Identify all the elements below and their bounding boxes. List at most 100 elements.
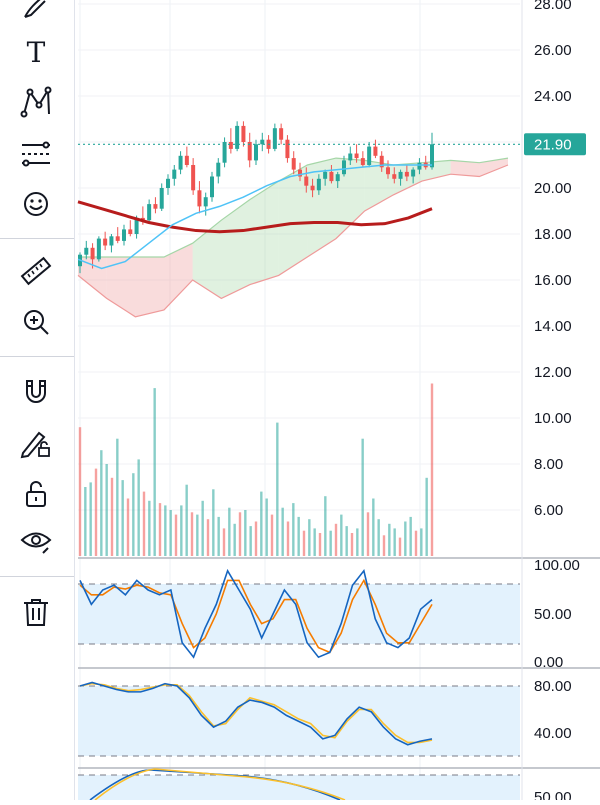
indicator-lines [77, 143, 520, 801]
cloud-segment [164, 243, 193, 310]
candle-body [360, 158, 365, 165]
candle-body [241, 125, 246, 142]
candle-body [235, 125, 240, 149]
volume-bar [94, 468, 98, 556]
volume-bar [196, 514, 199, 556]
eye-icon [20, 532, 52, 554]
candle-body [298, 169, 302, 177]
volume-bar [265, 498, 268, 556]
lock-drawings-button[interactable] [16, 422, 56, 462]
candle-body [184, 155, 189, 165]
volume-bar [153, 388, 156, 556]
lock-all-button[interactable] [16, 474, 56, 514]
candle-body [247, 142, 252, 161]
brush-tool-button[interactable] [16, 0, 56, 26]
volume-bar [78, 427, 82, 556]
text-icon: T [26, 35, 46, 69]
rsi-tick-label: 40.00 [534, 725, 572, 742]
candle-body [398, 171, 403, 179]
volume-bar [148, 500, 151, 556]
volume-bar [356, 528, 359, 556]
volume-bar [132, 473, 135, 556]
lock-drawing-icon [20, 431, 50, 459]
volume-bar [233, 523, 236, 556]
candle-body [178, 155, 183, 170]
volume-bar [244, 510, 247, 556]
ma-long-line [77, 200, 433, 234]
zoom-in-icon [24, 310, 49, 335]
candle-body [159, 188, 164, 209]
volume-bar [398, 537, 402, 556]
pattern-tool-button[interactable] [16, 82, 56, 122]
cloud-segment [336, 158, 365, 239]
price-axes[interactable]: 28.0026.0024.0022.0020.0018.0016.0014.00… [524, 0, 586, 805]
candle-body [404, 171, 409, 177]
volume-bar [425, 477, 428, 556]
rsi-signal-line [79, 682, 433, 744]
volume-bar [420, 528, 423, 556]
hide-drawings-button[interactable] [16, 520, 56, 560]
toolbar-divider [0, 238, 74, 239]
candle-body [386, 167, 390, 175]
volume-bar [377, 519, 380, 556]
volume-bar [260, 491, 263, 556]
remove-drawings-button[interactable] [16, 592, 56, 632]
volume-bar [254, 521, 258, 556]
candle-body [197, 190, 202, 207]
candle-body [109, 236, 114, 246]
candle-body [310, 185, 315, 191]
volume-bar [313, 528, 316, 556]
candle-body [323, 171, 328, 179]
candle-body [260, 139, 265, 145]
candle-body [411, 169, 416, 177]
candle-body [216, 162, 221, 177]
cloud-segment [479, 158, 508, 177]
chart-canvas[interactable]: 28.0026.0024.0022.0020.0018.0016.0014.00… [75, 0, 600, 805]
volume-bar [308, 519, 311, 556]
last-price-tag [524, 133, 586, 156]
volume-bar [350, 533, 354, 556]
volume-bar [329, 530, 332, 556]
volume-bar [190, 512, 194, 556]
volume-bar [281, 507, 284, 556]
candle-body [417, 162, 422, 170]
zoom-in-button[interactable] [16, 302, 56, 342]
emoji-tool-button[interactable] [16, 184, 56, 224]
volume-tick-label: 10.00 [534, 410, 572, 427]
ruler-tool-button[interactable] [16, 252, 56, 292]
text-tool-button[interactable]: T [16, 32, 56, 72]
candle-body [254, 144, 258, 161]
chart-area[interactable]: 28.0026.0024.0022.0020.0018.0016.0014.00… [75, 0, 600, 805]
volume-tick-label: 8.00 [534, 456, 563, 473]
volume-bars [78, 383, 434, 556]
last-price-label: 21.90 [534, 136, 572, 153]
magnet-icon [26, 380, 46, 403]
volume-bar [361, 438, 364, 556]
candle-body [128, 229, 133, 234]
volume-bar [121, 480, 124, 556]
forecast-tool-button[interactable] [16, 134, 56, 174]
volume-bar [340, 514, 343, 556]
volume-bar [116, 438, 119, 556]
grid-lines [78, 0, 600, 800]
volume-bar [228, 507, 231, 556]
volume-bar [217, 516, 220, 556]
candle-body [342, 160, 346, 175]
volume-bar [334, 523, 338, 556]
volume-tick-label: 6.00 [534, 502, 563, 519]
lock-icon [26, 481, 46, 507]
cloud-segment [278, 165, 308, 276]
volume-bar [302, 530, 306, 556]
stoch-tick-label: 0.00 [534, 654, 563, 671]
cloud-segment [106, 257, 136, 317]
price-tick-label: 26.00 [534, 42, 572, 59]
cloud-segment [307, 158, 336, 257]
volume-bar [414, 530, 418, 556]
volume-bar [174, 514, 178, 556]
candle-body [348, 153, 353, 161]
magnet-button[interactable] [16, 372, 56, 412]
volume-bar [276, 422, 279, 556]
toolbar-divider [0, 356, 74, 357]
candle-body [291, 158, 296, 170]
cloud-segment [250, 181, 279, 285]
